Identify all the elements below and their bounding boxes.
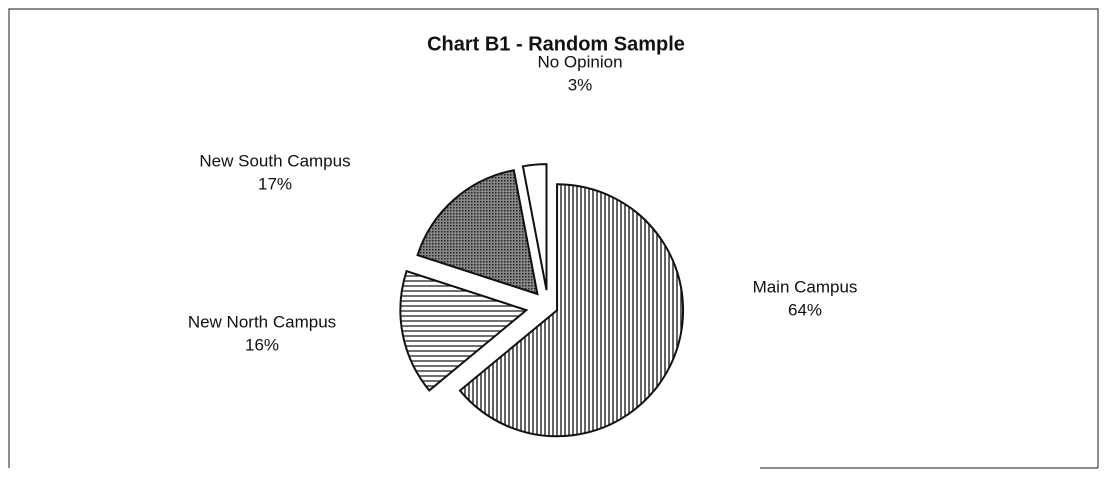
slice-value-label: 64% [788, 300, 822, 319]
slice-label: New South Campus [199, 151, 350, 170]
slice-label: Main Campus [753, 277, 858, 296]
pie-slice [521, 163, 548, 291]
slice-label: New North Campus [188, 312, 336, 331]
slice-value-label: 16% [245, 335, 279, 354]
pie-slice [399, 269, 529, 392]
pie-slice [458, 183, 684, 438]
slice-value-label: 17% [258, 174, 292, 193]
frame [8, 8, 1099, 468]
pie-slice [416, 169, 539, 296]
slice-label: No Opinion [537, 52, 622, 71]
chart-title: Chart B1 - Random Sample [427, 33, 685, 55]
slice-value-label: 3% [568, 75, 593, 94]
